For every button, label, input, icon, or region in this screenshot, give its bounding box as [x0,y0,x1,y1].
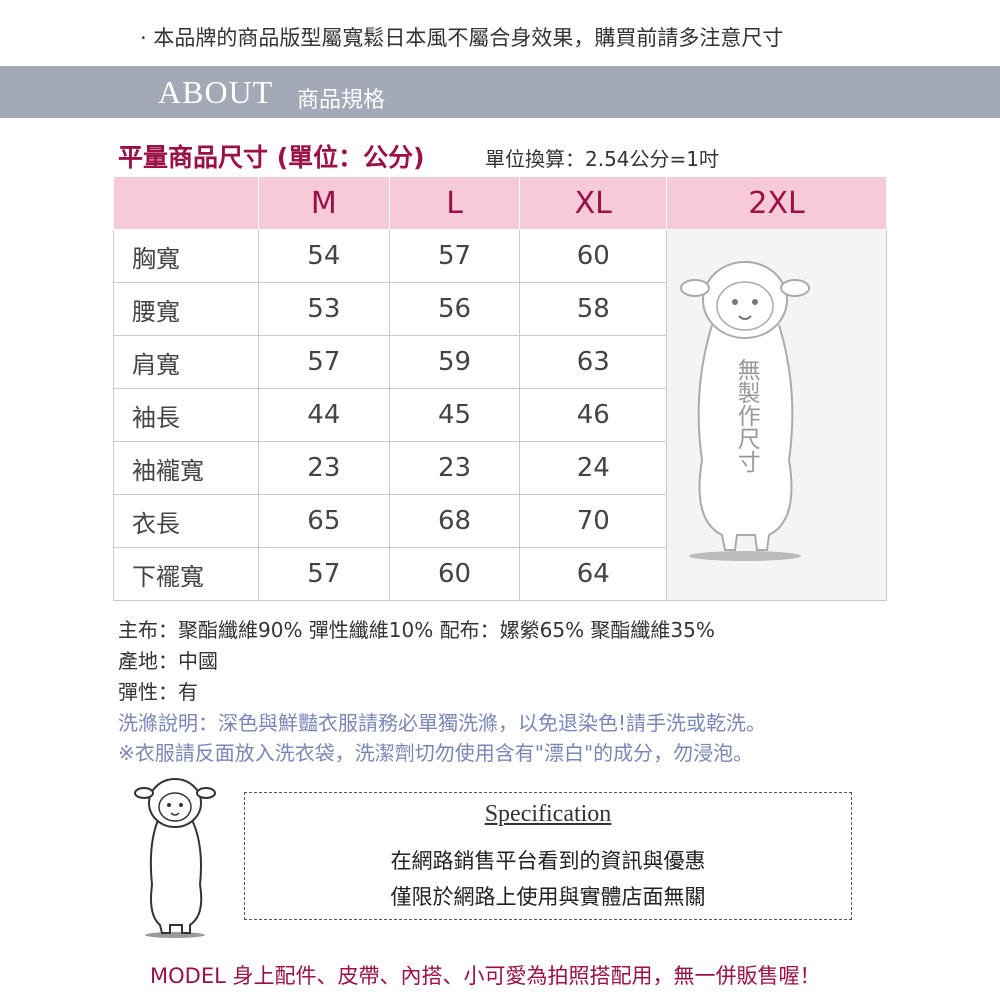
wash-instructions: 洗滌說明：深色與鮮豔衣服請務必單獨洗滌，以免退染色!請手洗或乾洗。 [118,711,767,735]
table-row: 衣長 65 68 70 [113,494,887,548]
size-value: 64 [519,547,668,601]
size-value: 68 [388,494,521,548]
table-row: 肩寬 57 59 63 [113,335,887,389]
row-label: 袖長 [113,388,259,442]
table-header: M L XL 2XL [113,176,887,230]
notice-text: · 本品牌的商品版型屬寬鬆日本風不屬合身效果，購買前請多注意尺寸 [140,26,784,50]
wash-warning: ※衣服請反面放入洗衣袋，洗潔劑切勿使用含有"漂白"的成分，勿浸泡。 [118,741,754,765]
material-text: 主布：聚酯纖維90% 彈性纖維10% 配布：嫘縈65% 聚酯纖維35% [118,618,715,642]
table-row: 下襬寬 57 60 64 [113,547,887,601]
row-label: 腰寬 [113,282,259,336]
size-value: 57 [388,229,521,283]
row-label: 胸寬 [113,229,259,283]
size-value: 57 [258,547,390,601]
size-value: 70 [519,494,668,548]
size-value: 23 [258,441,390,495]
alpaca-icon [680,261,811,561]
elasticity-text: 彈性：有 [118,680,198,704]
size-value: 24 [519,441,668,495]
header-size: XL [519,176,668,230]
size-value: 54 [258,229,390,283]
specification-title: Specification [484,801,612,827]
size-value: 63 [519,335,668,389]
row-label: 肩寬 [113,335,259,389]
row-label: 袖襱寬 [113,441,259,495]
unavailable-size-cell: 無製作尺寸 [666,229,887,601]
table-row: 胸寬 54 57 60 無製作尺寸 [113,229,887,601]
row-label: 下襬寬 [113,547,259,601]
section-band [0,66,1000,118]
origin-text: 產地：中國 [118,649,218,673]
table-row: 腰寬 53 56 58 [113,282,887,336]
size-value: 60 [519,229,668,283]
footer-note: MODEL 身上配件、皮帶、內搭、小可愛為拍照搭配用，無一併販售喔！ [150,964,821,988]
size-value: 23 [388,441,521,495]
size-value: 60 [388,547,521,601]
table-row: 袖襱寬 23 23 24 [113,441,887,495]
size-value: 46 [519,388,668,442]
size-table-title: 平量商品尺寸 (單位：公分) [118,143,425,172]
alpaca-illustration [134,778,216,938]
size-value: 45 [388,388,521,442]
header-size: 2XL [666,176,887,230]
specification-line: 僅限於網路上使用與實體店面無關 [390,885,706,909]
size-value: 65 [258,494,390,548]
size-value: 58 [519,282,668,336]
header-empty [113,176,259,230]
header-size: M [258,176,390,230]
section-subtitle: 商品規格 [297,88,386,113]
section-title: ABOUT [158,74,274,110]
specification-box: Specification 在網路銷售平台看到的資訊與優惠 僅限於網路上使用與實… [244,792,852,920]
size-value: 57 [258,335,390,389]
row-label: 衣長 [113,494,259,548]
unavailable-note: 無製作尺寸 [733,358,760,473]
size-value: 59 [388,335,521,389]
size-value: 53 [258,282,390,336]
size-table: M L XL 2XL 胸寬 54 57 60 無製作尺寸 腰寬 53 56 58 肩寬 57 59… [113,176,887,601]
size-value: 44 [258,388,390,442]
specification-line: 在網路銷售平台看到的資訊與優惠 [390,849,706,873]
header-size: L [388,176,521,230]
size-value: 56 [388,282,521,336]
unit-conversion: 單位換算：2.54公分=1吋 [485,147,720,171]
